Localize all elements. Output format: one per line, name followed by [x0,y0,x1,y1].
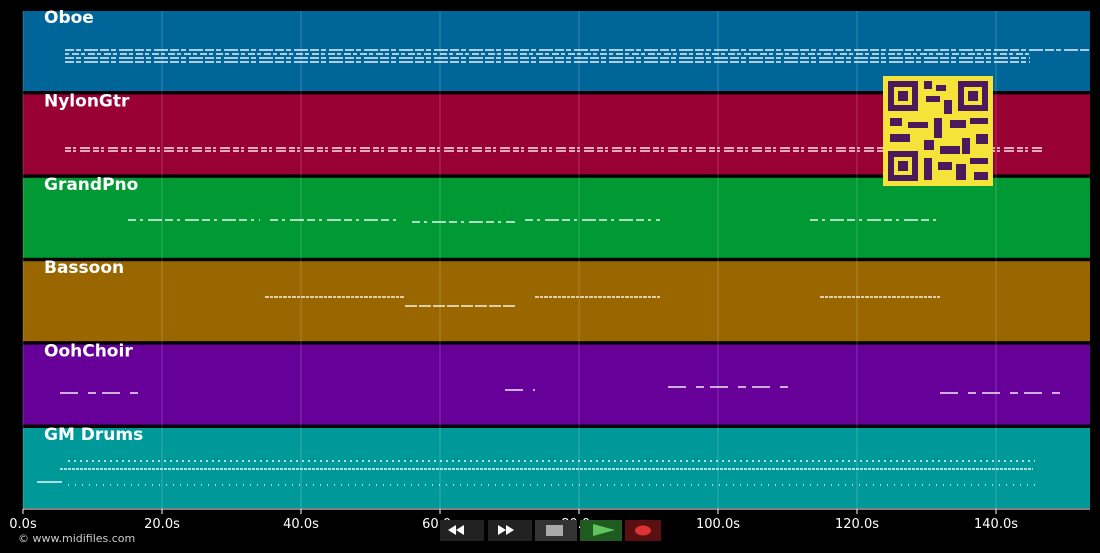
rewind-button[interactable] [440,520,484,541]
copyright: © www.midifiles.com [18,532,135,545]
tick-label: 0.0s [9,517,37,532]
notes [37,49,1090,486]
track-name: OohChoir [44,342,133,362]
track-lane [23,344,1090,425]
track-name: GrandPno [44,175,138,195]
play-button[interactable] [580,520,622,541]
tick-label: 20.0s [144,517,180,532]
track-lane [23,177,1090,258]
track-lane [23,428,1090,508]
tick-label: 100.0s [696,517,740,532]
stop-button[interactable] [535,520,577,541]
fast-forward-button[interactable] [488,520,532,541]
track-name: GM Drums [44,425,143,445]
track-lane [23,261,1090,342]
tick-label: 120.0s [835,517,879,532]
record-button[interactable] [625,520,661,541]
tick-label: 140.0s [974,517,1018,532]
qr-code [883,76,993,186]
track-name: Bassoon [44,258,124,278]
track-name: NylonGtr [44,91,130,111]
track-name: Oboe [44,8,94,28]
transport-controls [440,520,661,541]
tick-label: 40.0s [283,517,319,532]
